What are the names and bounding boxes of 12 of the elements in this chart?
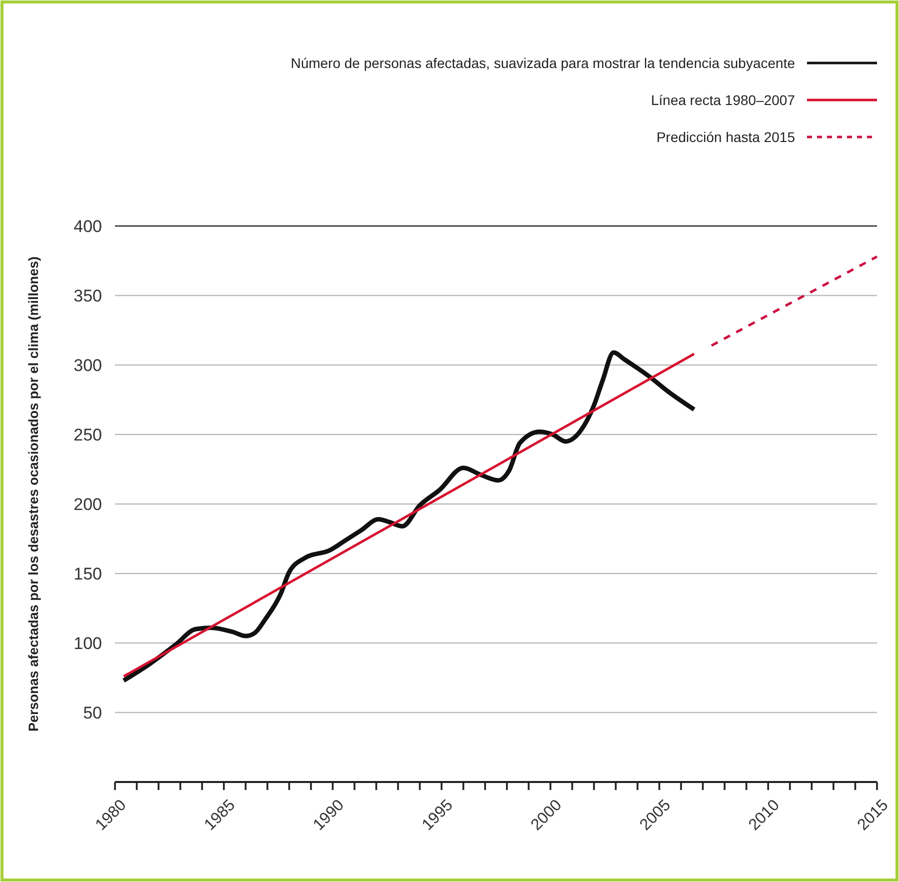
y-tick-label: 100	[74, 634, 102, 653]
y-tick-label: 400	[74, 216, 102, 236]
legend-label: Número de personas afectadas, suavizada para mostrar la tendencia subyacente	[290, 54, 796, 71]
y-axis-title: Personas afectadas por los desastres ocasionados por el clima (millones)	[26, 256, 41, 732]
y-tick-label: 300	[74, 356, 102, 375]
y-tick-label: 150	[74, 564, 102, 584]
y-tick-label: 250	[74, 425, 102, 444]
legend-label: Predicción hasta 2015	[656, 128, 796, 145]
legend-label: Línea recta 1980–2007	[650, 92, 796, 108]
y-tick-label: 50	[83, 703, 102, 722]
y-tick-label: 200	[74, 494, 102, 514]
y-tick-label: 350	[74, 286, 102, 306]
